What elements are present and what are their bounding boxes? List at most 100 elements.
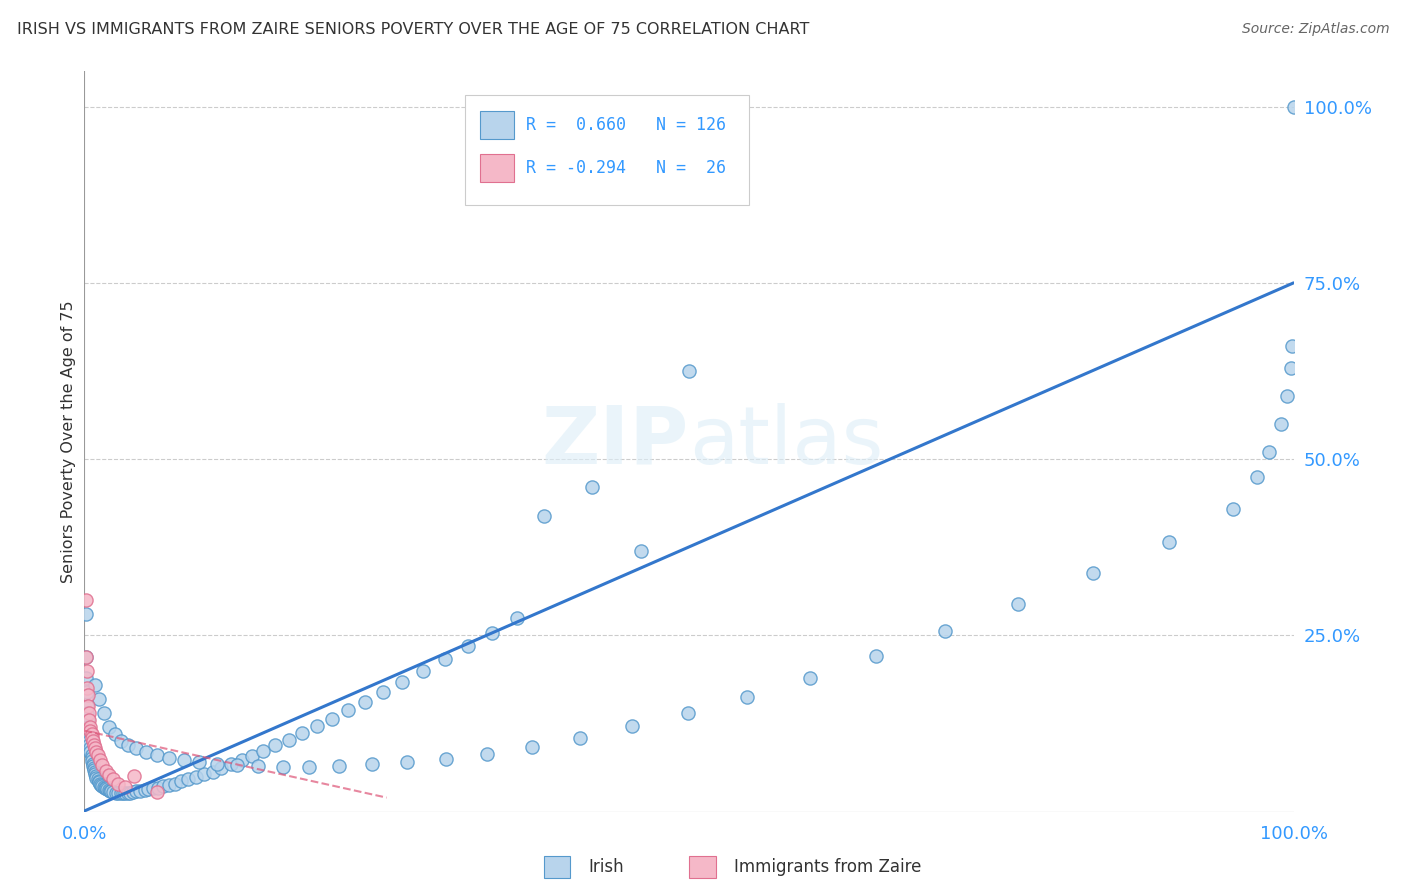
Point: [152, 780, 174, 794]
Point: [103, 785, 125, 799]
Text: ZIP: ZIP: [541, 402, 689, 481]
Point: [188, 756, 211, 770]
Bar: [479, 153, 513, 182]
Point: [91, 758, 114, 772]
Point: [173, 753, 195, 767]
Point: [676, 706, 699, 720]
Point: [207, 756, 229, 771]
Point: [79, 723, 101, 738]
Point: [77, 713, 100, 727]
Point: [77, 734, 100, 748]
Point: [79, 745, 101, 759]
Point: [1081, 566, 1104, 581]
Point: [125, 741, 148, 756]
Point: [110, 734, 132, 748]
Text: IRISH VS IMMIGRANTS FROM ZAIRE SENIORS POVERTY OVER THE AGE OF 75 CORRELATION CH: IRISH VS IMMIGRANTS FROM ZAIRE SENIORS P…: [17, 22, 810, 37]
Point: [76, 685, 98, 699]
Point: [277, 732, 299, 747]
Point: [1270, 417, 1292, 431]
Point: [201, 764, 224, 779]
Point: [112, 786, 135, 800]
Point: [170, 774, 193, 789]
Point: [135, 745, 157, 759]
Point: [77, 727, 100, 741]
Point: [79, 741, 101, 756]
Point: [371, 685, 394, 699]
Point: [86, 745, 108, 759]
Point: [799, 671, 821, 685]
Point: [76, 698, 98, 713]
Point: [305, 719, 328, 733]
Point: [77, 713, 100, 727]
Point: [98, 783, 121, 797]
Text: Irish: Irish: [589, 858, 624, 876]
Point: [75, 671, 97, 685]
Point: [90, 778, 112, 792]
Point: [76, 706, 98, 720]
Point: [87, 773, 110, 788]
Point: [457, 639, 479, 653]
Point: [97, 768, 120, 782]
Point: [865, 648, 887, 663]
Point: [434, 752, 457, 766]
Point: [75, 593, 97, 607]
Point: [1157, 534, 1180, 549]
Text: R = -0.294   N =  26: R = -0.294 N = 26: [526, 159, 725, 177]
Point: [1222, 501, 1244, 516]
Point: [264, 739, 287, 753]
Point: [79, 720, 101, 734]
Point: [84, 741, 107, 756]
Point: [630, 544, 652, 558]
FancyBboxPatch shape: [465, 95, 749, 204]
Point: [117, 786, 139, 800]
Point: [77, 738, 100, 752]
Point: [80, 731, 103, 745]
Point: [100, 784, 122, 798]
Point: [569, 731, 592, 745]
Point: [121, 785, 143, 799]
Point: [76, 681, 98, 696]
Point: [114, 780, 136, 794]
Point: [104, 786, 127, 800]
Point: [80, 751, 103, 765]
Point: [581, 480, 603, 494]
Point: [94, 764, 117, 778]
Point: [157, 778, 180, 792]
Point: [80, 748, 103, 763]
Point: [76, 664, 98, 678]
Point: [96, 782, 118, 797]
Point: [412, 664, 434, 678]
Point: [93, 706, 115, 720]
Point: [475, 747, 498, 761]
Point: [354, 695, 377, 709]
Point: [1282, 100, 1305, 114]
Point: [84, 678, 107, 692]
Point: [129, 783, 152, 797]
Point: [87, 775, 110, 789]
Point: [84, 765, 107, 780]
Point: [120, 786, 142, 800]
Point: [97, 720, 120, 734]
Point: [86, 771, 108, 785]
Bar: [544, 856, 571, 879]
Bar: [479, 112, 513, 139]
Point: [75, 607, 97, 622]
Point: [89, 776, 111, 790]
Point: [83, 738, 105, 752]
Point: [735, 690, 758, 704]
Point: [231, 753, 253, 767]
Point: [242, 749, 264, 764]
Text: Immigrants from Zaire: Immigrants from Zaire: [734, 858, 921, 876]
Point: [91, 780, 114, 794]
Point: [621, 719, 644, 733]
Bar: [689, 856, 716, 879]
Point: [77, 689, 100, 703]
Point: [146, 785, 169, 799]
Point: [83, 761, 105, 775]
Point: [433, 651, 456, 665]
Point: [104, 727, 127, 741]
Point: [86, 748, 108, 763]
Point: [361, 757, 384, 772]
Point: [506, 611, 529, 625]
Point: [77, 731, 100, 745]
